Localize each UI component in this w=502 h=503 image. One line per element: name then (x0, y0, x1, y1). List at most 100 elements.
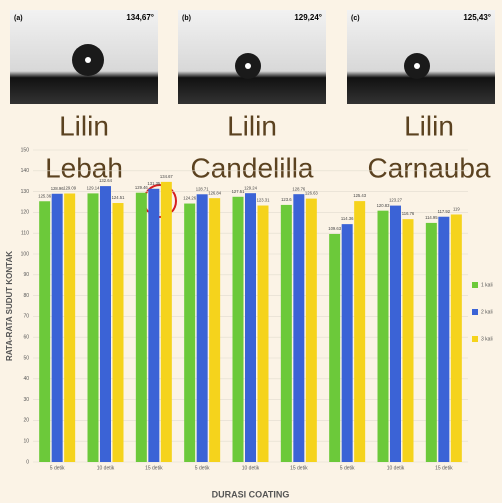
x-tick-label: 10 detik (387, 465, 405, 471)
bar (293, 194, 305, 462)
value-label: 128.96 (51, 186, 64, 191)
value-label: 119 (453, 207, 460, 212)
bar (184, 203, 196, 463)
bar (257, 205, 269, 462)
x-axis-label: DURASI COATING (212, 489, 290, 499)
photo-angle: 125,43° (463, 13, 491, 22)
bar (377, 210, 389, 462)
photo-tag: (b) (182, 15, 191, 22)
bar (112, 203, 124, 462)
value-label: 134.67 (160, 174, 173, 179)
value-label: 125.36 (38, 193, 51, 198)
bar (148, 188, 160, 463)
y-tick-label: 80 (23, 293, 29, 299)
value-label: 131.35 (147, 181, 160, 186)
photo-tag: (a) (14, 15, 23, 22)
value-label: 123.27 (389, 198, 402, 203)
y-tick-label: 30 (23, 397, 29, 403)
value-label: 129.46 (135, 185, 148, 190)
bar (450, 214, 462, 462)
value-label: 126.63 (305, 191, 318, 196)
bar (100, 186, 111, 462)
y-tick-label: 110 (21, 231, 29, 237)
y-tick-label: 0 (26, 459, 29, 465)
bar (232, 196, 244, 462)
value-label: 120.83 (377, 203, 390, 208)
y-tick-label: 20 (23, 418, 29, 424)
value-label: 129.14 (87, 185, 100, 190)
caption: Carnauba (368, 152, 491, 183)
value-label: 116.76 (402, 211, 415, 216)
x-tick-label: 15 detik (145, 465, 163, 471)
bar (135, 192, 147, 462)
x-tick-label: 15 detik (435, 465, 453, 471)
value-label: 123.31 (257, 198, 270, 203)
value-label: 128.71 (196, 186, 209, 191)
value-label: 117.92 (438, 209, 451, 214)
caption: Lilin (59, 110, 109, 141)
caption: Lilin (227, 110, 277, 141)
legend-label: 1 kali (481, 282, 493, 288)
legend-swatch (472, 336, 478, 342)
value-label: 124.51 (112, 195, 125, 200)
bar (64, 193, 76, 462)
bar (39, 201, 51, 462)
value-label: 114.95 (425, 215, 438, 220)
y-tick-label: 50 (23, 355, 29, 361)
bar (402, 219, 414, 462)
bar (209, 198, 221, 463)
x-tick-label: 5 detik (340, 465, 355, 471)
legend-label: 2 kali (481, 309, 493, 315)
y-tick-label: 60 (23, 335, 29, 341)
droplet-highlight (85, 57, 91, 63)
legend-swatch (472, 282, 478, 288)
photo-angle: 134,67° (126, 13, 154, 22)
value-label: 129.09 (63, 186, 76, 191)
photo-tag: (c) (351, 15, 360, 22)
bar (425, 222, 437, 462)
value-label: 128.76 (292, 186, 305, 191)
y-tick-label: 120 (21, 210, 30, 216)
value-label: 114.36 (341, 216, 354, 221)
value-label: 124.26 (183, 196, 196, 201)
bar (245, 193, 256, 463)
value-label: 132.64 (99, 178, 112, 183)
bar (341, 224, 353, 462)
caption: Lebah (45, 152, 123, 183)
y-tick-label: 140 (21, 168, 30, 174)
bar (160, 181, 172, 462)
value-label: 129.24 (244, 185, 257, 190)
y-tick-label: 150 (21, 147, 30, 153)
y-axis-label: RATA-RATA SUDUT KONTAK (5, 251, 14, 361)
droplet-highlight (414, 63, 420, 69)
x-tick-label: 10 detik (242, 465, 260, 471)
legend-swatch (472, 309, 478, 315)
value-label: 109.63 (328, 226, 341, 231)
legend-label: 3 kali (481, 336, 493, 342)
bar (354, 201, 366, 463)
x-tick-label: 5 detik (195, 465, 210, 471)
bar (390, 205, 401, 463)
x-tick-label: 10 detik (97, 465, 115, 471)
x-tick-label: 15 detik (290, 465, 308, 471)
value-label: 127.51 (232, 189, 245, 194)
y-tick-label: 130 (21, 189, 30, 195)
value-label: 126.84 (208, 190, 221, 195)
bar (87, 193, 99, 462)
bar (438, 216, 450, 462)
caption: Lilin (404, 110, 454, 141)
photo-angle: 129,24° (294, 13, 322, 22)
y-tick-label: 100 (21, 251, 30, 257)
bar (196, 194, 208, 462)
bar (329, 233, 341, 462)
bar (280, 204, 292, 463)
value-label: 125.43 (353, 193, 366, 198)
value-label: 123.6 (281, 197, 292, 202)
y-tick-label: 90 (23, 272, 29, 278)
x-tick-label: 5 detik (50, 465, 65, 471)
bar (51, 193, 63, 463)
droplet-highlight (245, 63, 251, 69)
y-tick-label: 40 (23, 376, 29, 382)
caption: Candelilla (191, 152, 314, 183)
